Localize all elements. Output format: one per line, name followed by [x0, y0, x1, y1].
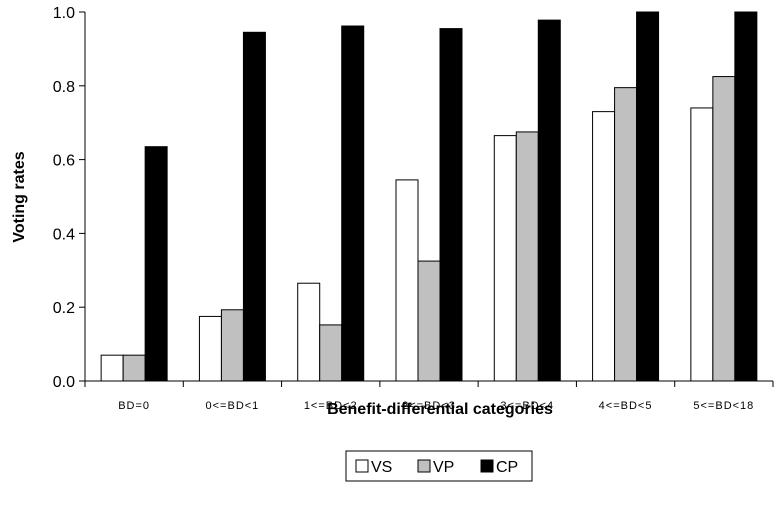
- bar-vs-5: [592, 111, 616, 382]
- bar-cp-4: [537, 19, 561, 382]
- bar-cp-6: [734, 11, 758, 382]
- bar-vs-2: [297, 282, 321, 382]
- y-tick-label: 0.4: [53, 226, 75, 243]
- legend-swatch-vs: [355, 459, 369, 473]
- bar-vp-1: [220, 309, 244, 382]
- y-tick-label: 1.0: [53, 5, 75, 22]
- legend-swatch-vp: [417, 459, 431, 473]
- bar-vp-3: [417, 260, 441, 382]
- y-axis-ticks: 0.0 0.2 0.4 0.6 0.8 1.0: [53, 5, 85, 391]
- bar-cp-0: [144, 146, 168, 382]
- x-category-label: 1<=BD<2: [304, 400, 358, 412]
- bar-cp-5: [636, 11, 660, 382]
- y-axis-title: Voting rates: [11, 151, 28, 242]
- bar-vs-4: [493, 135, 517, 382]
- legend-label-vs: VS: [371, 459, 392, 476]
- bar-vp-0: [122, 354, 146, 382]
- x-category-label: 0<=BD<1: [206, 400, 260, 412]
- x-category-label: 4<=BD<5: [599, 400, 653, 412]
- x-axis-title: Benefit-differential categories: [327, 401, 553, 418]
- legend: VS VP CP: [345, 450, 533, 482]
- legend-label-cp: CP: [496, 459, 518, 476]
- legend-label-vp: VP: [433, 459, 454, 476]
- x-category-label: BD=0: [118, 400, 150, 412]
- bar-vp-4: [515, 131, 539, 382]
- x-category-label: 2<=BD<3: [402, 400, 456, 412]
- legend-swatch-cp: [480, 459, 494, 473]
- y-tick-label: 0.0: [53, 374, 75, 391]
- y-tick-label: 0.6: [53, 153, 75, 170]
- bar-cp-1: [242, 31, 266, 382]
- x-category-label: 3<=BD<4: [500, 400, 554, 412]
- legend-box: [345, 450, 533, 482]
- bar-vs-0: [100, 354, 124, 382]
- bar-vp-5: [614, 87, 638, 382]
- bar-cp-3: [439, 28, 463, 382]
- bar-vs-6: [690, 107, 714, 382]
- bar-vs-1: [198, 315, 222, 382]
- x-category-label: 5<=BD<18: [693, 400, 754, 412]
- bar-cp-2: [341, 25, 365, 382]
- y-tick-label: 0.2: [53, 300, 75, 317]
- x-axis-categories: BD=0 0<=BD<1 1<=BD<2 2<=BD<3 3<=BD<4 4<=BD<5 5…: [84, 381, 774, 412]
- bar-vp-2: [319, 324, 343, 382]
- y-tick-label: 0.8: [53, 79, 75, 96]
- bar-vp-6: [712, 76, 736, 382]
- bar-vs-3: [395, 179, 419, 382]
- plot-area: [84, 11, 773, 382]
